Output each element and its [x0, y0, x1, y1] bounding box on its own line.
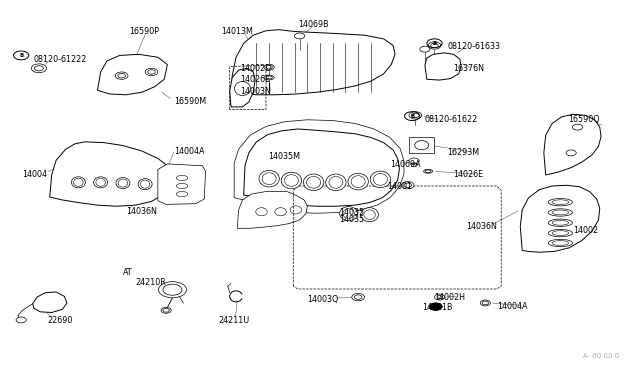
Ellipse shape — [424, 169, 433, 173]
Polygon shape — [158, 164, 205, 204]
Text: 16590Q: 16590Q — [568, 115, 600, 124]
Polygon shape — [520, 185, 600, 252]
Ellipse shape — [548, 199, 572, 206]
Circle shape — [480, 300, 490, 306]
Text: 08120-61633: 08120-61633 — [447, 42, 500, 51]
Text: 14026E: 14026E — [241, 75, 271, 84]
Text: 14004: 14004 — [22, 170, 47, 179]
Text: 14036N: 14036N — [126, 207, 157, 216]
Ellipse shape — [116, 177, 130, 189]
Circle shape — [566, 150, 576, 156]
Polygon shape — [33, 292, 67, 312]
Circle shape — [264, 64, 274, 70]
Text: 16376N: 16376N — [454, 64, 484, 73]
Circle shape — [401, 182, 414, 189]
Text: 14002D: 14002D — [241, 64, 272, 73]
Text: 14069B: 14069B — [298, 20, 328, 29]
Text: 14001B: 14001B — [422, 303, 452, 312]
Ellipse shape — [548, 239, 572, 247]
Text: 14002: 14002 — [573, 226, 598, 235]
Ellipse shape — [548, 219, 572, 227]
Ellipse shape — [138, 179, 152, 190]
Ellipse shape — [326, 174, 346, 190]
Text: 14013M: 14013M — [221, 27, 253, 36]
Text: 16590P: 16590P — [129, 27, 159, 36]
Text: B: B — [433, 41, 436, 46]
Text: 16590M: 16590M — [173, 97, 206, 106]
Circle shape — [145, 68, 158, 76]
Circle shape — [429, 303, 442, 310]
Circle shape — [572, 124, 582, 130]
Polygon shape — [237, 192, 307, 228]
Text: 14035: 14035 — [339, 208, 364, 217]
Text: 08120-61222: 08120-61222 — [34, 55, 87, 64]
Text: 14004A: 14004A — [173, 147, 204, 155]
Circle shape — [409, 158, 419, 164]
Text: 14002H: 14002H — [435, 293, 465, 302]
Ellipse shape — [72, 177, 85, 188]
Text: AT: AT — [123, 268, 132, 277]
Polygon shape — [50, 142, 171, 206]
Polygon shape — [544, 114, 601, 175]
Text: A· 00 00 0: A· 00 00 0 — [582, 353, 619, 359]
Text: B: B — [19, 53, 23, 58]
Polygon shape — [230, 68, 255, 107]
Circle shape — [409, 112, 422, 119]
Text: 08120-61622: 08120-61622 — [425, 115, 478, 124]
Text: 14035: 14035 — [339, 215, 364, 224]
Text: B: B — [410, 113, 414, 119]
Polygon shape — [244, 129, 399, 206]
Text: 24211U: 24211U — [218, 316, 250, 325]
Circle shape — [420, 46, 430, 52]
Ellipse shape — [548, 230, 572, 237]
Circle shape — [428, 42, 441, 49]
Bar — [409, 137, 435, 153]
Ellipse shape — [348, 173, 369, 190]
Ellipse shape — [264, 75, 274, 80]
Ellipse shape — [370, 171, 390, 187]
Text: 14001: 14001 — [387, 182, 412, 191]
Circle shape — [31, 64, 47, 73]
Text: 16293M: 16293M — [447, 148, 479, 157]
Circle shape — [16, 317, 26, 323]
Ellipse shape — [361, 208, 378, 222]
Circle shape — [161, 307, 172, 313]
Circle shape — [352, 294, 365, 301]
Text: 14026E: 14026E — [454, 170, 484, 179]
Polygon shape — [97, 54, 168, 95]
Text: 14069A: 14069A — [390, 160, 420, 169]
Circle shape — [159, 282, 186, 298]
Polygon shape — [231, 30, 395, 105]
Text: 14003N: 14003N — [241, 87, 271, 96]
Ellipse shape — [93, 177, 108, 188]
Text: 22690: 22690 — [48, 316, 73, 325]
Circle shape — [115, 72, 128, 79]
Text: 14036N: 14036N — [467, 222, 497, 231]
Ellipse shape — [281, 172, 301, 189]
Text: 14035M: 14035M — [268, 152, 300, 161]
Ellipse shape — [303, 174, 324, 190]
Ellipse shape — [340, 206, 358, 221]
Text: 14004A: 14004A — [497, 302, 527, 311]
Text: 14003Q: 14003Q — [307, 295, 339, 304]
Circle shape — [435, 294, 445, 300]
Ellipse shape — [234, 81, 250, 96]
Text: 24210R: 24210R — [136, 278, 166, 287]
Ellipse shape — [259, 170, 279, 187]
Ellipse shape — [548, 209, 572, 216]
Polygon shape — [425, 53, 461, 80]
Circle shape — [294, 33, 305, 39]
